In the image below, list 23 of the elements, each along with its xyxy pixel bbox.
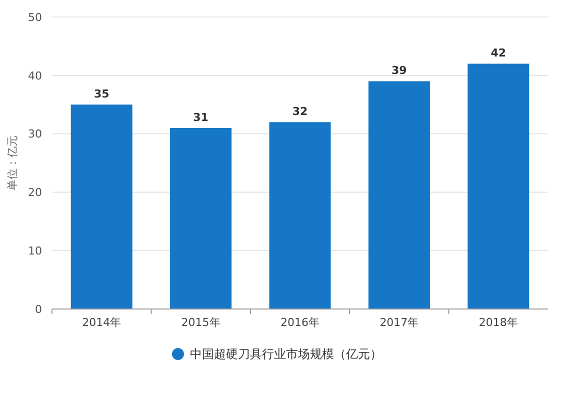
y-tick-label: 0 xyxy=(35,302,42,316)
bar xyxy=(170,128,232,309)
y-tick-label: 20 xyxy=(28,186,42,200)
y-tick-label: 10 xyxy=(28,244,42,258)
data-label: 35 xyxy=(94,88,110,101)
y-tick-label: 50 xyxy=(28,10,42,24)
data-label: 31 xyxy=(193,110,208,124)
x-tick-label: 2014年 xyxy=(82,316,122,329)
x-tick-label: 2018年 xyxy=(478,316,518,329)
data-label: 32 xyxy=(292,105,308,118)
x-tick-label: 2016年 xyxy=(280,316,320,329)
data-label: 39 xyxy=(392,64,407,78)
y-tick-label: 40 xyxy=(28,69,42,82)
x-tick-label: 2015年 xyxy=(181,316,220,329)
data-label: 42 xyxy=(490,46,506,60)
x-tick-label: 2017年 xyxy=(380,316,419,329)
bar xyxy=(368,81,430,309)
bar xyxy=(70,104,132,309)
y-tick-label: 30 xyxy=(28,128,42,141)
legend-label: 中国超硬刀具行业市场规模（亿元） xyxy=(190,347,382,362)
bar xyxy=(269,122,331,309)
y-axis-title: 单位：亿元 xyxy=(6,136,19,190)
bar xyxy=(468,64,530,309)
